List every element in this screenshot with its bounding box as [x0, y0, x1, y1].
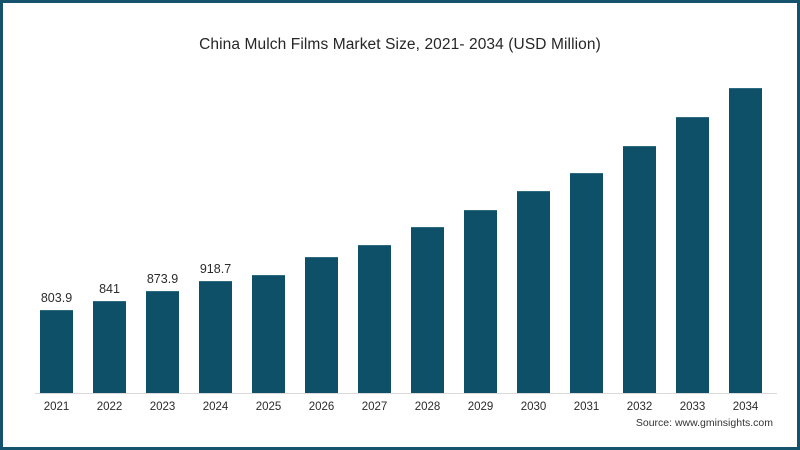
- bar[interactable]: [146, 291, 179, 393]
- bar-value-label: 873.9: [146, 272, 179, 286]
- x-axis-tick-label: 2023: [149, 401, 176, 413]
- bar-group: 873.9: [136, 73, 189, 393]
- bar-group: [666, 73, 719, 393]
- x-axis-tick-label: 2029: [467, 401, 494, 413]
- x-axis-tick-label: 2034: [732, 401, 759, 413]
- bar-group: [348, 73, 401, 393]
- bar[interactable]: [40, 310, 73, 393]
- bar[interactable]: [623, 146, 656, 393]
- x-axis-tick-label: 2031: [573, 401, 600, 413]
- x-axis-line: [35, 393, 777, 394]
- bar-group: [560, 73, 613, 393]
- x-axis-tick-label: 2021: [43, 401, 70, 413]
- bar-group: [295, 73, 348, 393]
- bar[interactable]: [729, 88, 762, 393]
- x-axis-tick-label: 2032: [626, 401, 653, 413]
- bar[interactable]: [411, 227, 444, 393]
- x-axis-tick-label: 2028: [414, 401, 441, 413]
- plot-area: 803.9 841 873.9 918.7: [35, 73, 775, 393]
- bar[interactable]: [358, 245, 391, 393]
- bar-group: [401, 73, 454, 393]
- x-axis-tick-label: 2030: [520, 401, 547, 413]
- x-axis-tick-label: 2024: [202, 401, 229, 413]
- x-axis-tick-label: 2027: [361, 401, 388, 413]
- x-axis-tick-label: 2026: [308, 401, 335, 413]
- bar-value-label: 803.9: [40, 291, 73, 305]
- bar-group: [719, 73, 772, 393]
- bar[interactable]: [517, 191, 550, 393]
- bar-group: [242, 73, 295, 393]
- bar[interactable]: [676, 117, 709, 393]
- bar[interactable]: [305, 257, 338, 393]
- chart-title: China Mulch Films Market Size, 2021- 203…: [199, 36, 601, 53]
- bar-group: 803.9: [30, 73, 83, 393]
- bar-group: [613, 73, 666, 393]
- bar-group: [507, 73, 560, 393]
- source-note: Source: www.gminsights.com: [635, 417, 773, 429]
- bar[interactable]: [570, 173, 603, 393]
- bar-group: 918.7: [189, 73, 242, 393]
- bar[interactable]: [199, 281, 232, 393]
- x-axis-tick-label: 2025: [255, 401, 282, 413]
- bar[interactable]: [252, 275, 285, 393]
- bar-value-label: 918.7: [199, 262, 232, 276]
- x-axis-tick-label: 2022: [96, 401, 123, 413]
- bar[interactable]: [464, 210, 497, 393]
- bar[interactable]: [93, 301, 126, 393]
- bar-value-label: 841: [99, 282, 120, 296]
- x-axis-tick-label: 2033: [679, 401, 706, 413]
- bar-group: 841: [83, 73, 136, 393]
- bar-group: [454, 73, 507, 393]
